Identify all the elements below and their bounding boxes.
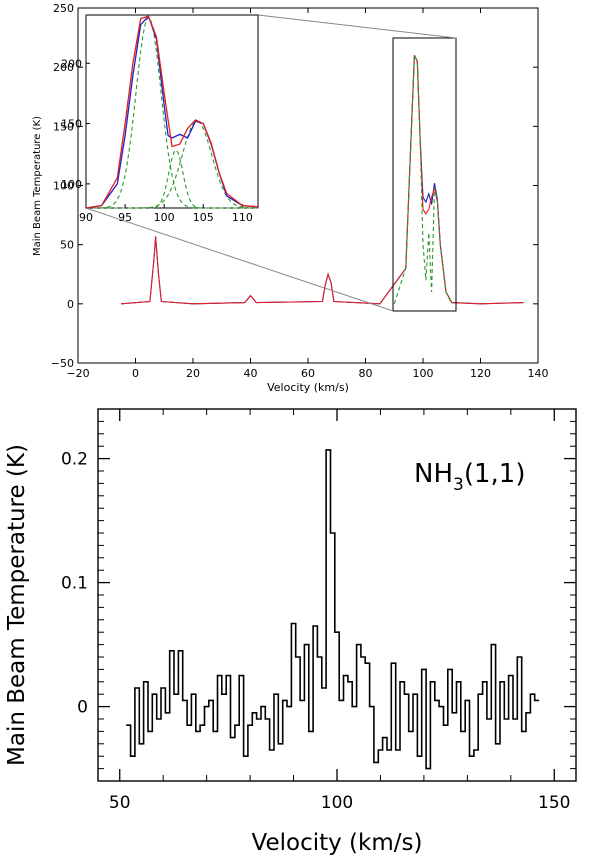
top-y-tick-label: 0 <box>67 298 74 311</box>
inset-fit-line <box>85 15 259 209</box>
inset-x-tick-label: 90 <box>79 211 93 224</box>
top-y-tick-label: 150 <box>53 120 74 133</box>
top-tick-layer: −20 0 20 40 60 80 100 120 140 −50 0 50 100 150 200 250 <box>51 2 549 380</box>
top-x-tick-label: 0 <box>132 367 139 380</box>
bottom-y-tick-label: 0.2 <box>61 450 88 470</box>
nh3-spectrum-step-line <box>126 449 540 770</box>
top-y-tick-label: 50 <box>60 239 74 252</box>
top-x-tick-label: −20 <box>66 367 89 380</box>
top-x-tick-label: 100 <box>413 367 434 380</box>
top-series-2 <box>393 55 453 305</box>
bottom-x-tick-label: 100 <box>321 793 353 813</box>
inset-y-tick-label: 100 <box>61 178 82 191</box>
inset-y-tick-label: 200 <box>61 57 82 70</box>
bottom-chart: 50 100 150 0 0.1 0.2 NH3(1,1) Velocity (km/s)… <box>4 408 577 856</box>
top-x-tick-label: 20 <box>186 367 200 380</box>
bottom-y-axis-label: Main Beam Temperature (K) <box>4 444 30 766</box>
bottom-x-tick-label: 50 <box>109 793 131 813</box>
top-y-axis-label: Main Beam Temperature (K) <box>32 116 43 256</box>
top-x-tick-label: 120 <box>470 367 491 380</box>
top-y-tick-label: 200 <box>53 61 74 74</box>
zoom-box <box>392 37 457 312</box>
inset-y-tick-label: 150 <box>61 118 82 131</box>
zoom-connector-top <box>257 14 457 39</box>
inset-x-tick-label: 95 <box>118 211 132 224</box>
top-y-tick-label: 100 <box>53 180 74 193</box>
nh3-annotation: NH3(1,1) <box>414 459 525 495</box>
inset-x-tick-label: 100 <box>154 211 175 224</box>
zoom-connector-bottom <box>85 207 394 312</box>
inset-x-tick-label: 110 <box>232 211 253 224</box>
inset-series-layer <box>85 14 259 209</box>
top-x-tick-label: 140 <box>528 367 549 380</box>
top-x-tick-label: 80 <box>359 367 373 380</box>
top-x-tick-label: 40 <box>244 367 258 380</box>
inset-tick-layer: 90 95 100 105 110 100 150 200 <box>61 57 253 224</box>
top-x-tick-label: 60 <box>301 367 315 380</box>
inset-x-tick-label: 105 <box>193 211 214 224</box>
inset-frame <box>85 14 259 209</box>
bottom-x-axis-label: Velocity (km/s) <box>252 830 423 856</box>
bottom-y-tick-label: 0.1 <box>61 574 88 594</box>
inset-gaussian-component-2 <box>86 120 258 209</box>
bottom-tick-layer: 50 100 150 0 0.1 0.2 <box>61 409 576 813</box>
top-y-tick-label: −50 <box>51 357 74 370</box>
bottom-x-tick-label: 150 <box>538 793 570 813</box>
top-x-axis-label: Velocity (km/s) <box>267 381 349 394</box>
top-chart: −20 0 20 40 60 80 100 120 140−50050100150200250 … <box>32 2 549 394</box>
top-y-tick-label: 250 <box>53 2 74 15</box>
bottom-y-tick-label: 0 <box>77 698 88 718</box>
